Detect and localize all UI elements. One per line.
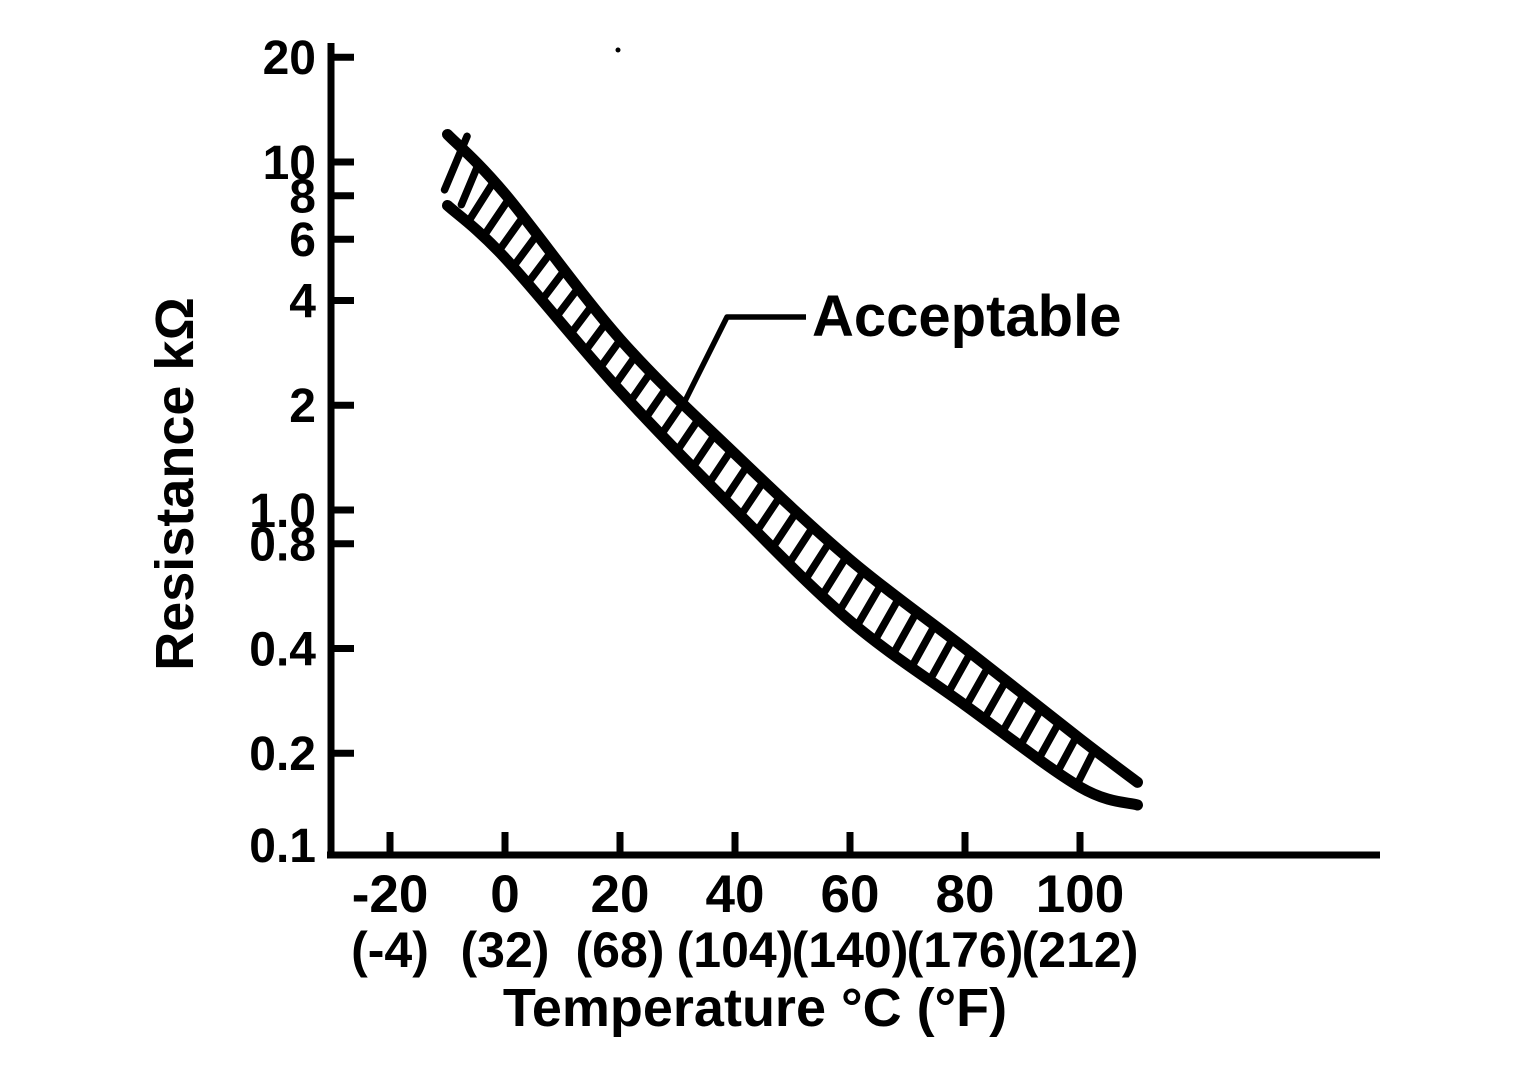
y-tick-label: 20 xyxy=(263,32,316,85)
y-tick-label: 8 xyxy=(289,171,316,224)
annotation-acceptable: Acceptable xyxy=(812,284,1121,349)
x-tick-label-celsius: 60 xyxy=(821,865,880,924)
tick-labels: 201086421.00.80.40.20.1-20(-4)0(32)20(68… xyxy=(249,32,1138,978)
y-tick-label: 0.2 xyxy=(249,728,316,781)
y-tick-label: 2 xyxy=(289,380,316,433)
y-tick-label: 0.4 xyxy=(249,623,316,676)
axes xyxy=(327,43,1380,859)
x-tick-label-celsius: 40 xyxy=(706,865,765,924)
y-tick-label: 10 xyxy=(263,137,316,190)
scan-artifact-dot xyxy=(615,47,621,53)
x-tick-label-celsius: 80 xyxy=(936,865,995,924)
y-tick-label: 6 xyxy=(289,214,316,267)
annotation-leader-line xyxy=(680,314,806,406)
x-tick-label-celsius: -20 xyxy=(352,865,429,924)
y-tick-label: 0.8 xyxy=(249,519,316,572)
x-tick-label-fahrenheit: (68) xyxy=(576,922,665,978)
x-axis-title: Temperature °C (°F) xyxy=(503,978,1007,1038)
y-axis-title: Resistance kΩ xyxy=(145,297,205,671)
x-tick-label-fahrenheit: (140) xyxy=(792,922,909,978)
x-tick-label-celsius: 20 xyxy=(591,865,650,924)
x-tick-label-fahrenheit: (-4) xyxy=(351,922,429,978)
x-tick-label-celsius: 0 xyxy=(490,865,519,924)
x-tick-label-fahrenheit: (32) xyxy=(461,922,550,978)
acceptable-band xyxy=(440,128,1143,811)
y-tick-label: 0.1 xyxy=(249,820,316,873)
y-tick-label: 4 xyxy=(289,275,316,328)
y-tick-label: 1.0 xyxy=(249,485,316,538)
x-tick-label-celsius: 100 xyxy=(1036,865,1124,924)
x-tick-label-fahrenheit: (104) xyxy=(677,922,794,978)
x-tick-label-fahrenheit: (212) xyxy=(1022,922,1139,978)
x-tick-label-fahrenheit: (176) xyxy=(907,922,1024,978)
